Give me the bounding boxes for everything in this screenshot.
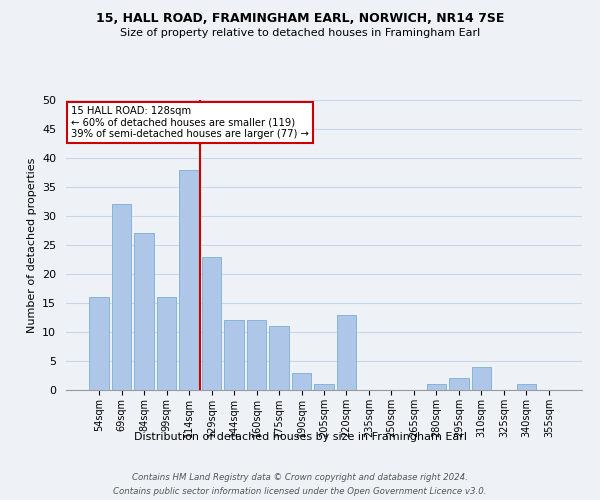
Bar	[427, 384, 446, 390]
Text: Contains HM Land Registry data © Crown copyright and database right 2024.: Contains HM Land Registry data © Crown c…	[132, 472, 468, 482]
Bar	[202, 256, 221, 390]
Bar	[179, 170, 199, 390]
Bar	[224, 320, 244, 390]
Bar	[112, 204, 131, 390]
Bar	[247, 320, 266, 390]
Bar	[292, 372, 311, 390]
Bar	[134, 234, 154, 390]
Bar	[269, 326, 289, 390]
Bar	[517, 384, 536, 390]
Bar	[157, 297, 176, 390]
Text: Distribution of detached houses by size in Framingham Earl: Distribution of detached houses by size …	[133, 432, 467, 442]
Text: Size of property relative to detached houses in Framingham Earl: Size of property relative to detached ho…	[120, 28, 480, 38]
Bar	[89, 297, 109, 390]
Bar	[314, 384, 334, 390]
Text: Contains public sector information licensed under the Open Government Licence v3: Contains public sector information licen…	[113, 488, 487, 496]
Text: 15, HALL ROAD, FRAMINGHAM EARL, NORWICH, NR14 7SE: 15, HALL ROAD, FRAMINGHAM EARL, NORWICH,…	[96, 12, 504, 26]
Bar	[449, 378, 469, 390]
Text: 15 HALL ROAD: 128sqm
← 60% of detached houses are smaller (119)
39% of semi-deta: 15 HALL ROAD: 128sqm ← 60% of detached h…	[71, 106, 309, 139]
Bar	[472, 367, 491, 390]
Bar	[337, 314, 356, 390]
Y-axis label: Number of detached properties: Number of detached properties	[26, 158, 37, 332]
